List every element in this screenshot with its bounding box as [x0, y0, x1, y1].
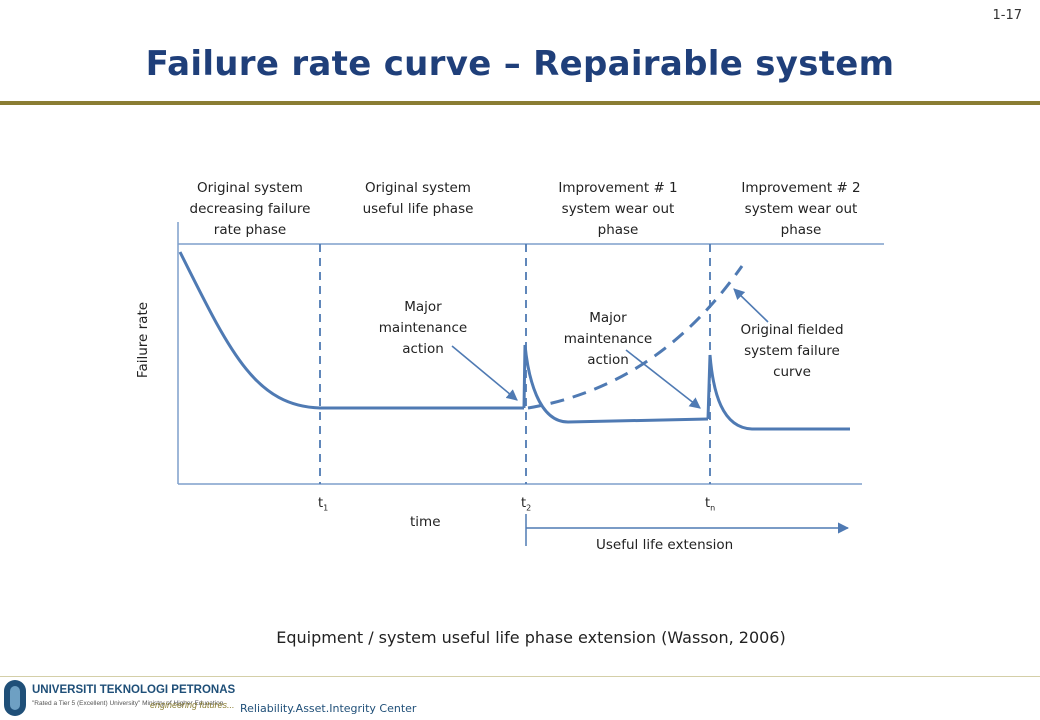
tick-t2: t2 [521, 496, 532, 513]
maintenance-arrow-2 [625, 349, 701, 409]
slide-number: 1-17 [992, 8, 1022, 23]
original-wearout-curve [527, 265, 744, 410]
phase-label-improvement-2: Improvement # 2 system wear out phase [741, 180, 861, 238]
phase-label-decreasing: Original system decreasing failure rate ph… [189, 180, 311, 238]
slide-title: Failure rate curve – Repairable system [145, 44, 895, 84]
phase-label-useful-life: Original system useful life phase [362, 180, 474, 217]
major-maintenance-label-1: Major maintenance action [378, 299, 468, 357]
tick-tn: tn [705, 496, 716, 513]
university-logo: UNIVERSITI TEKNOLOGI PETRONAS "Rated a T… [4, 680, 236, 718]
failure-rate-curve-early [178, 251, 524, 410]
university-name: UNIVERSITI TEKNOLOGI PETRONAS [32, 684, 236, 696]
title-divider [0, 101, 1040, 105]
failure-rate-curve-improvement-2 [706, 354, 850, 431]
diagram-caption: Equipment / system useful life phase ext… [276, 628, 786, 647]
original-curve-label: Original fielded system failure curve [740, 322, 844, 380]
footer-divider [0, 676, 1040, 677]
phase-label-improvement-1: Improvement # 1 system wear out phase [558, 180, 678, 238]
y-axis-label: Failure rate [135, 301, 151, 379]
university-tagline: engineering futures... [150, 700, 235, 710]
university-rating: "Rated a Tier 5 (Excellent) University" … [32, 700, 224, 707]
major-maintenance-label-2: Major maintenance action [563, 310, 653, 368]
x-axis-label: time [410, 514, 441, 530]
utp-emblem-icon [4, 680, 26, 716]
useful-life-extension-label: Useful life extension [596, 537, 734, 553]
failure-rate-curve-improvement-1 [522, 344, 709, 424]
tick-t1: t1 [318, 496, 329, 513]
maintenance-arrow-1 [451, 345, 518, 401]
original-curve-arrow [733, 288, 769, 323]
footer-center-name: Reliability.Asset.Integrity Center [240, 702, 417, 715]
